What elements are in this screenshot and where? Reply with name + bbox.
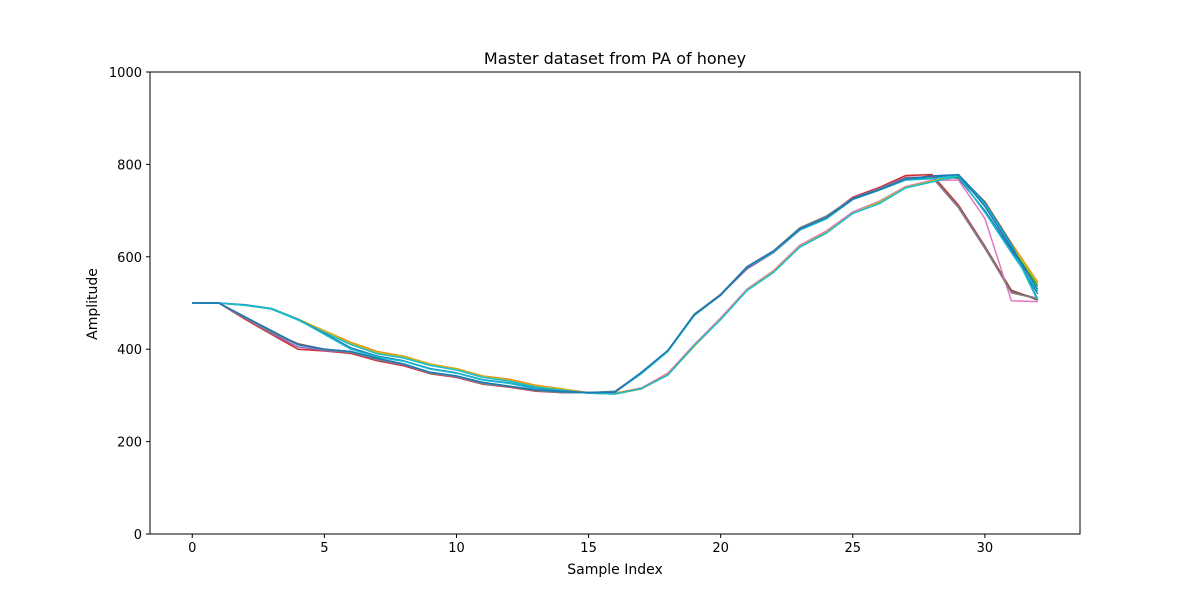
series-line-4: [192, 173, 1038, 394]
y-tick-label: 400: [117, 343, 142, 358]
series-lines: [192, 173, 1039, 395]
series-line-5: [192, 176, 1038, 394]
series-line-1: [192, 175, 1039, 394]
x-tick-label: 20: [712, 541, 729, 556]
series-line-11: [192, 173, 1039, 394]
y-axis-label: Amplitude: [85, 268, 101, 340]
y-tick-label: 600: [117, 251, 142, 266]
plot-area-frame: [149, 71, 1081, 535]
x-tick-label: 5: [320, 541, 328, 556]
series-line-7: [192, 179, 1038, 395]
chart-title: Master dataset from PA of honey: [484, 49, 746, 68]
x-tick-label: 0: [188, 541, 196, 556]
y-tick-label: 0: [134, 528, 142, 543]
series-line-10: [192, 175, 1039, 395]
series-line-9: [192, 174, 1039, 395]
x-tick-label: 15: [580, 541, 597, 556]
y-tick-label: 200: [117, 436, 142, 451]
series-line-8: [192, 176, 1038, 394]
x-axis-label: Sample Index: [567, 562, 662, 578]
x-tick-label: 10: [448, 541, 465, 556]
series-line-13: [192, 173, 1039, 394]
x-tick-label: 25: [845, 541, 862, 556]
series-line-2: [192, 175, 1039, 394]
y-tick-label: 1000: [109, 66, 142, 81]
series-line-6: [192, 175, 1038, 394]
series-line-12: [192, 174, 1039, 394]
y-tick-label: 800: [117, 158, 142, 173]
series-line-3: [192, 176, 1039, 395]
axis-ticks: 0 5 10 15 20 25 30 0 200 400 600 800 1000: [109, 66, 993, 556]
x-tick-label: 30: [977, 541, 994, 556]
